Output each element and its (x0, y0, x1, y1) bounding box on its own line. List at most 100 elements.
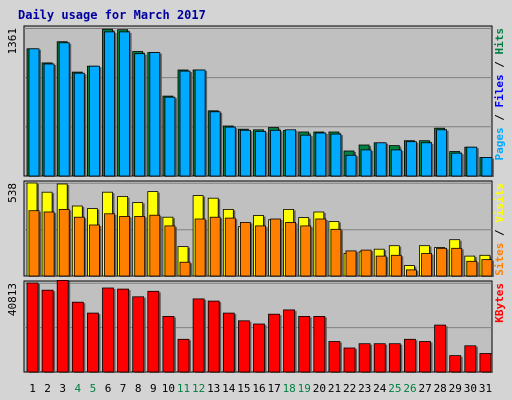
bar-sites-day-30 (466, 260, 478, 277)
bar-kbytes-day-25 (388, 343, 401, 373)
day-label-30: 30 (464, 382, 477, 395)
bar-sites-day-10 (164, 225, 176, 277)
bar-sites-day-8 (134, 215, 146, 277)
bar-files-day-23 (360, 149, 372, 177)
bar-files-day-8 (134, 53, 146, 177)
bar-sites-day-7 (119, 215, 130, 277)
bar-kbytes-day-7 (117, 288, 129, 373)
bar-files-day-3 (58, 42, 70, 177)
day-label-21: 21 (328, 382, 341, 395)
bar-sites-day-5 (89, 224, 100, 277)
bar-files-day-13 (209, 111, 221, 177)
bar-files-day-10 (164, 96, 176, 177)
day-label-29: 29 (449, 382, 462, 395)
day-label-17: 17 (267, 382, 280, 395)
legend-sites: Sites (493, 243, 506, 276)
bar-kbytes-day-11 (177, 338, 190, 373)
bar-kbytes-day-2 (41, 289, 54, 373)
legend-kbytes: KBytes (493, 283, 506, 323)
bar-sites-day-17 (270, 218, 281, 277)
bar-kbytes-day-23 (358, 343, 371, 373)
day-label-5: 5 (90, 382, 97, 395)
panel-legend: Pages / Files / Hits (493, 28, 506, 161)
bar-kbytes-day-13 (207, 300, 220, 373)
bar-files-day-1 (28, 48, 40, 177)
panel-max-label: 40813 (6, 283, 19, 316)
bar-kbytes-day-31 (479, 353, 492, 373)
bar-kbytes-day-26 (403, 338, 416, 373)
bar-sites-day-1 (28, 210, 40, 277)
day-label-1: 1 (29, 382, 36, 395)
legend-separator: / (493, 223, 506, 243)
bar-sites-day-22 (345, 250, 357, 277)
bar-kbytes-day-14 (222, 312, 235, 373)
day-label-13: 13 (207, 382, 220, 395)
bar-kbytes-day-10 (162, 315, 175, 373)
bar-files-day-19 (300, 134, 312, 177)
day-label-11: 11 (177, 382, 190, 395)
bar-files-day-21 (330, 133, 342, 177)
bar-files-day-27 (421, 142, 432, 177)
bar-files-day-6 (104, 31, 115, 177)
day-label-31: 31 (479, 382, 492, 395)
day-label-26: 26 (403, 382, 416, 395)
bar-kbytes-day-19 (298, 315, 311, 373)
legend-visits: Visits (493, 183, 506, 223)
day-label-12: 12 (192, 382, 205, 395)
bar-sites-day-25 (390, 254, 402, 277)
chart-title: Daily usage for March 2017 (18, 8, 206, 22)
day-label-10: 10 (162, 382, 175, 395)
panel-hits-files-pages: 1361 Pages / Files / Hits (6, 25, 506, 178)
panel-max-label: 538 (6, 183, 19, 203)
bar-files-day-28 (436, 129, 448, 177)
bar-sites-day-14 (224, 217, 236, 277)
bar-kbytes-day-6 (102, 287, 114, 373)
day-label-7: 7 (120, 382, 127, 395)
bar-sites-day-15 (239, 221, 251, 277)
panel-legend: KBytes (493, 283, 506, 323)
day-label-24: 24 (373, 382, 387, 395)
bar-sites-day-13 (209, 216, 221, 277)
bar-sites-day-2 (43, 211, 55, 277)
bar-files-day-11 (179, 70, 191, 177)
bar-kbytes-day-5 (87, 312, 99, 373)
bar-kbytes-day-28 (434, 324, 447, 373)
legend-pages: Pages (493, 127, 506, 160)
bar-files-day-18 (285, 129, 297, 177)
legend-files: Files (493, 74, 506, 107)
day-label-18: 18 (283, 382, 296, 395)
bar-kbytes-day-17 (268, 313, 280, 373)
day-label-19: 19 (298, 382, 311, 395)
bar-files-day-2 (43, 63, 55, 177)
bar-files-day-9 (149, 52, 161, 177)
bar-files-day-25 (390, 149, 402, 177)
legend-separator: / (493, 108, 506, 128)
bar-kbytes-day-9 (147, 290, 160, 373)
bar-sites-day-3 (58, 208, 70, 277)
bar-sites-day-28 (436, 247, 448, 277)
bar-files-day-24 (375, 142, 387, 177)
panel-max-label: 1361 (6, 28, 19, 55)
day-label-4: 4 (74, 382, 81, 395)
bar-files-day-14 (224, 126, 236, 177)
bar-kbytes-day-1 (26, 282, 39, 373)
day-label-8: 8 (135, 382, 142, 395)
bar-files-day-22 (345, 154, 357, 177)
bar-kbytes-day-20 (313, 315, 326, 373)
bar-sites-day-16 (255, 225, 266, 277)
day-label-2: 2 (44, 382, 51, 395)
bar-kbytes-day-29 (449, 355, 462, 373)
day-label-16: 16 (252, 382, 265, 395)
panels: 1361 Pages / Files / Hits 538 Sites / Visit… (6, 25, 506, 373)
bar-sites-day-29 (451, 247, 463, 277)
bar-sites-day-27 (421, 253, 432, 277)
bar-files-day-4 (73, 72, 85, 177)
bar-sites-day-4 (73, 216, 85, 277)
bar-sites-day-11 (179, 261, 191, 277)
legend-hits: Hits (493, 28, 506, 55)
bar-kbytes-day-16 (253, 323, 265, 373)
bar-sites-day-19 (300, 225, 312, 277)
day-labels: 1 2 3 4 5 6 7 8 9 10 11 12 13 14 15 16 17 18 19 20 21 22 23 24 2… (29, 382, 492, 395)
bar-sites-day-21 (330, 228, 342, 277)
